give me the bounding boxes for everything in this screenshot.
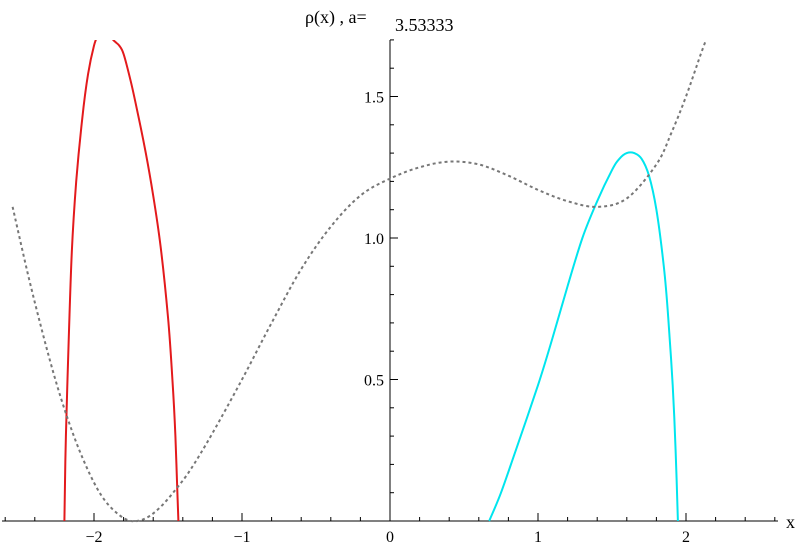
y-tick-label: 0.5 [364, 373, 384, 390]
y-axis: 0.5 1.0 1.5 [364, 39, 398, 521]
series-line-1 [63, 40, 180, 522]
x-tick-label: 2 [682, 529, 690, 546]
series-layer [11, 40, 708, 523]
series-line-2 [488, 151, 679, 522]
chart-title-value: 3.53333 [395, 15, 454, 35]
chart-title: ρ(x) , a= [305, 7, 367, 28]
y-tick-label: 1.0 [364, 231, 384, 248]
x-tick-label: −2 [85, 529, 102, 546]
series-line-dotted [11, 40, 708, 523]
x-tick-label: 1 [534, 529, 542, 546]
x-tick-label: −1 [233, 529, 250, 546]
y-tick-label: 1.5 [364, 90, 384, 107]
x-tick-label: 0 [386, 529, 394, 546]
x-axis-label: x [786, 512, 795, 532]
